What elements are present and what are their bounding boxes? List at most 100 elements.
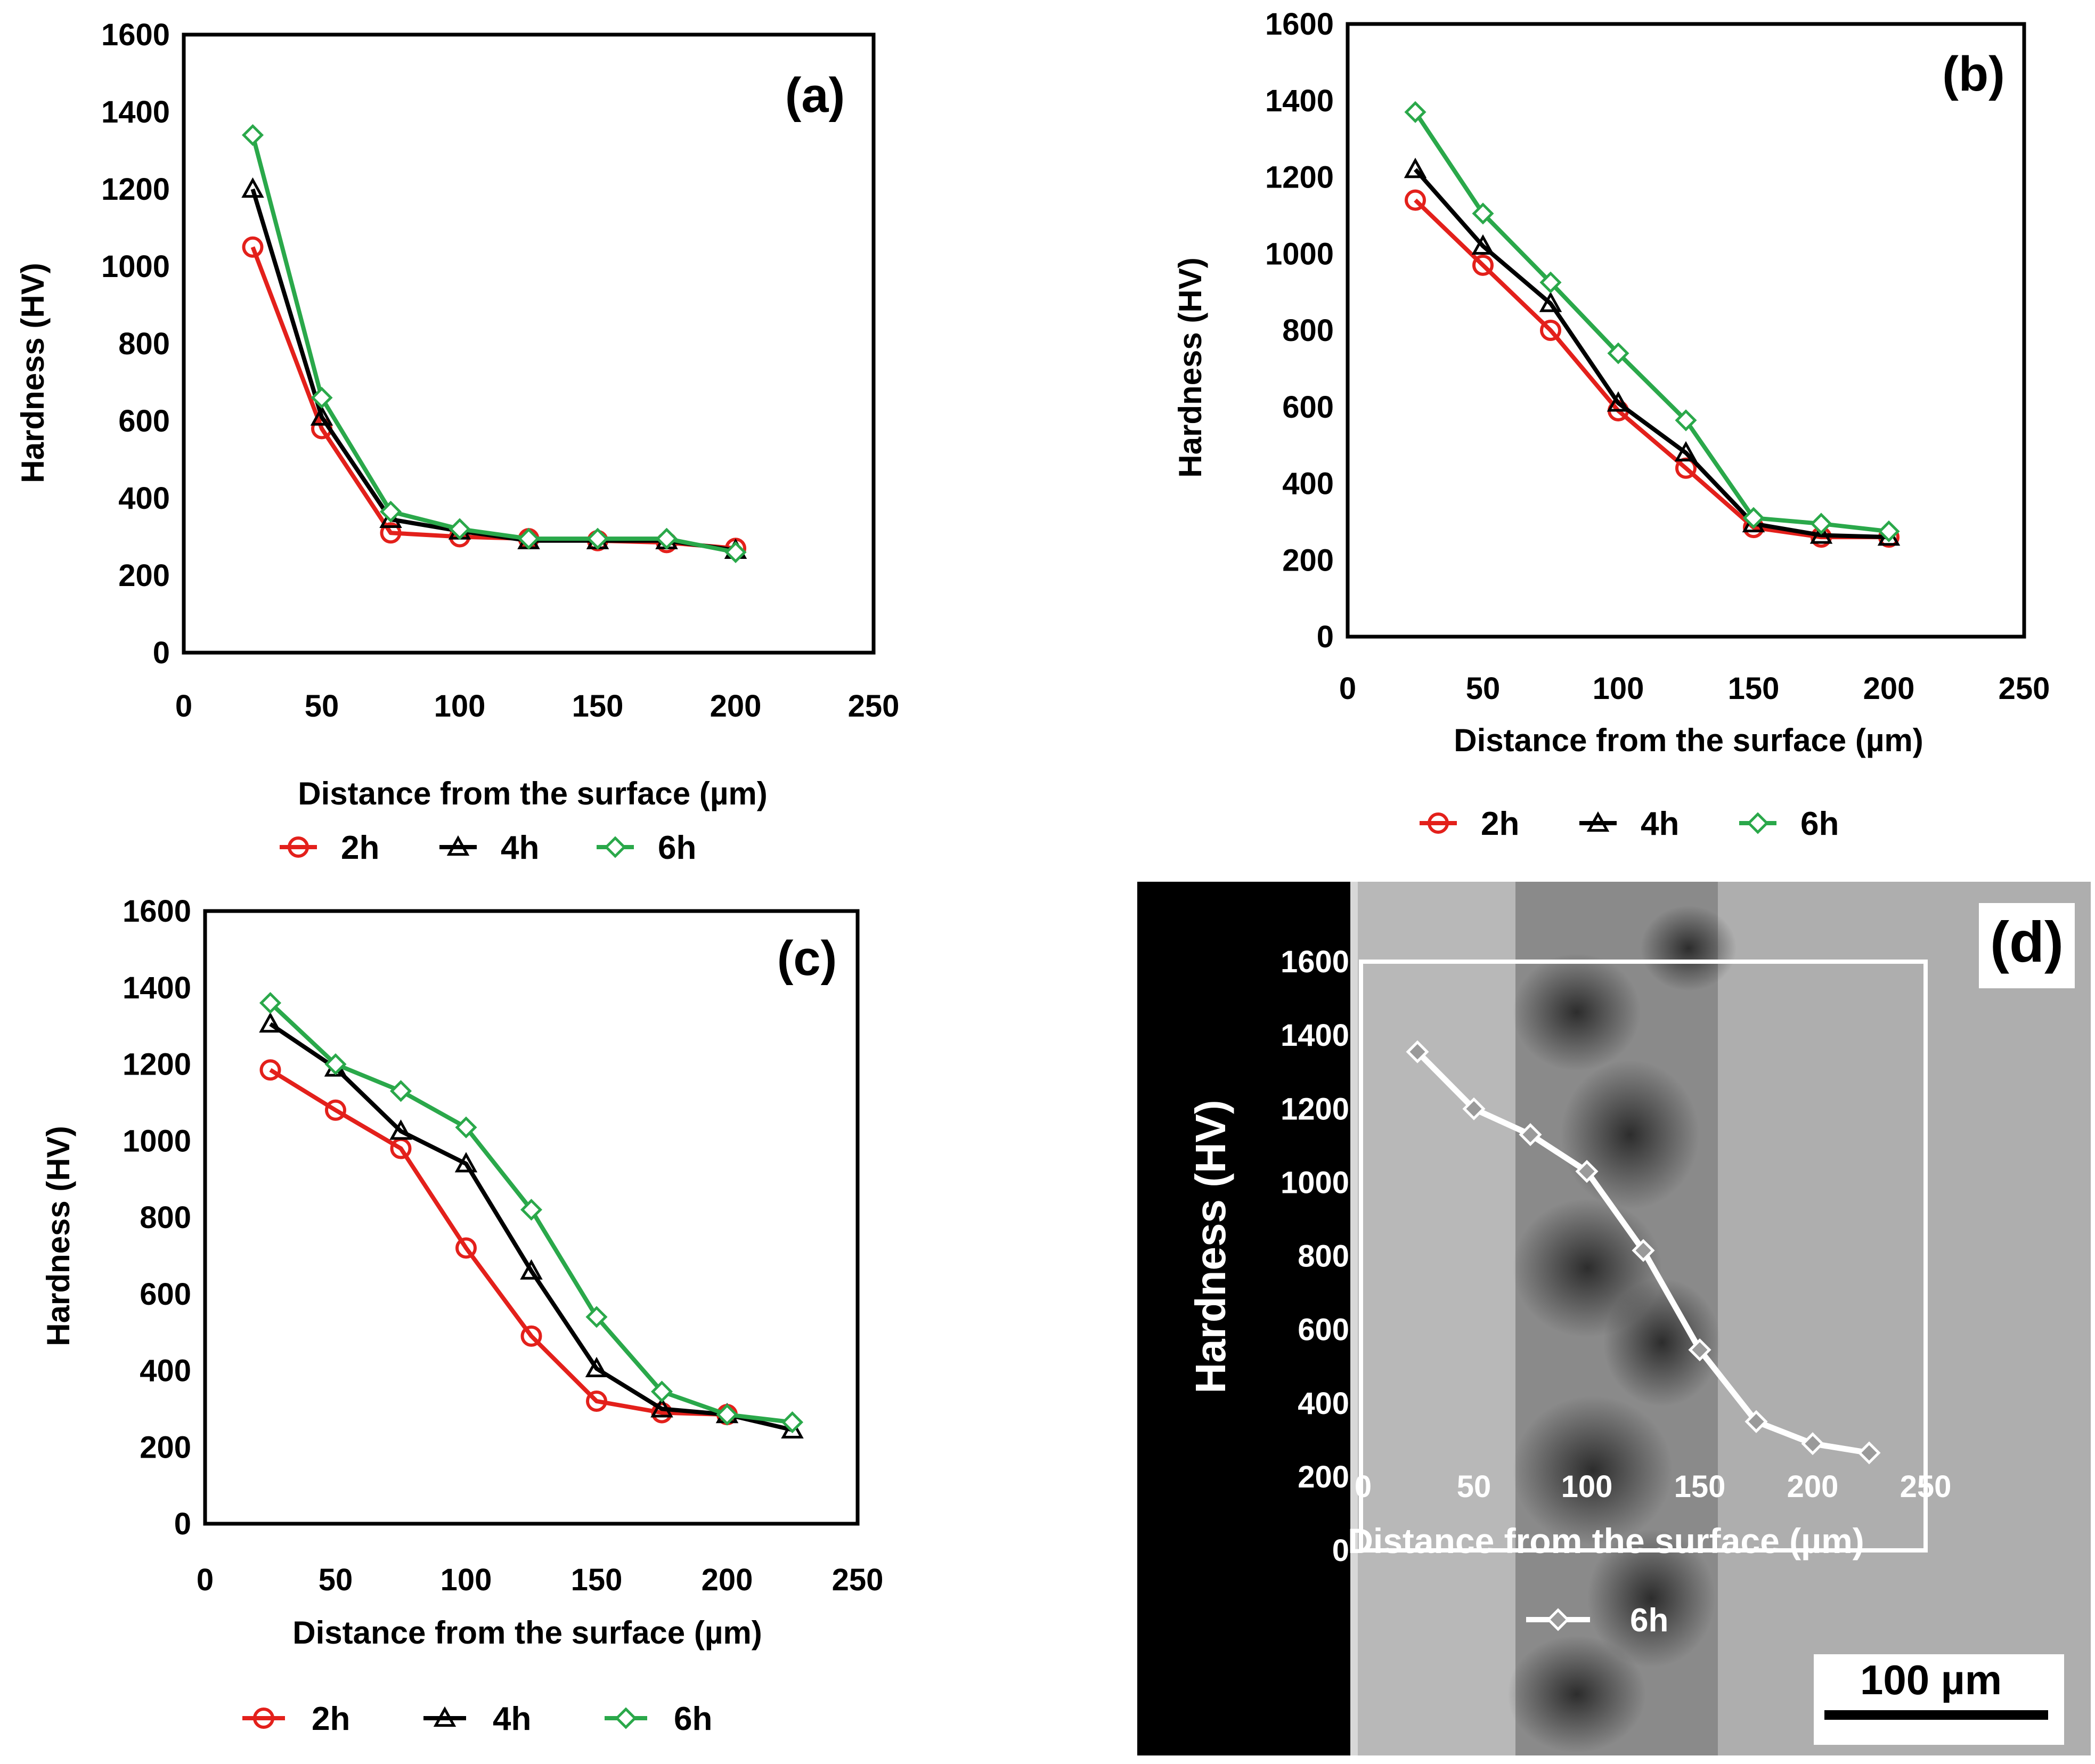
panel-c-legend: 2h 4h 6h (242, 1701, 712, 1737)
x-tick-label: 250 (1900, 1469, 1952, 1504)
plot-frame (1346, 22, 2026, 639)
y-tick-label: 800 (1298, 1239, 1349, 1274)
x-tick-label: 150 (1728, 671, 1780, 706)
legend-marker-6h (1747, 812, 1769, 834)
y-tick-label: 1000 (1265, 237, 1334, 271)
y-tick-label: 400 (1298, 1386, 1349, 1421)
y-tick-label: 1200 (1265, 160, 1334, 195)
data-point-6h (1675, 409, 1697, 432)
data-point-2h (455, 1237, 477, 1259)
data-point-2h (651, 1402, 673, 1424)
data-point-2h (520, 1325, 542, 1347)
scale-bar-label: 100 µm (1860, 1656, 2002, 1703)
panel-c: 0 200 400 600 800 1000 1200 1400 1600 0 50 100 150 20… (40, 894, 883, 1737)
data-point-4h (1404, 157, 1427, 178)
x-tick-label: 0 (197, 1563, 214, 1597)
data-point-4h (259, 1012, 282, 1033)
x-tick-label: 200 (1863, 671, 1915, 706)
data-point-6h (1539, 271, 1562, 294)
data-point-2h (259, 1059, 281, 1081)
data-point-4h (1607, 391, 1630, 412)
y-tick-label: 0 (1332, 1533, 1349, 1568)
data-point-6h (1878, 520, 1900, 542)
panel-a-ylabel: Hardness (HV) (15, 263, 51, 483)
data-point-6h (455, 1116, 477, 1139)
panel-c-label: (c) (777, 931, 837, 986)
legend-marker-4h (446, 835, 470, 856)
data-point-4h (585, 1356, 608, 1378)
data-point-6h (586, 527, 609, 550)
legend-label-2h: 2h (1481, 806, 1519, 842)
y-tick-label: 1400 (1265, 84, 1334, 118)
data-point-6h (585, 1306, 608, 1328)
data-point-6h (1688, 1338, 1711, 1362)
data-point-6h (324, 1053, 347, 1076)
legend-label-4h: 4h (501, 830, 539, 866)
panel-d-legend: 6h (1526, 1602, 1668, 1639)
y-tick-label: 0 (174, 1507, 191, 1541)
data-point-2h (1405, 189, 1426, 211)
x-tick-label: 50 (305, 689, 339, 724)
x-tick-label: 50 (1457, 1469, 1491, 1504)
panel-b-plot: 0 200 400 600 800 1000 1200 1400 1600 0 50 100 150 20… (1265, 7, 2050, 706)
y-tick-label: 1000 (123, 1124, 191, 1158)
data-point-6h (1472, 202, 1494, 225)
y-tick-label: 400 (118, 481, 170, 516)
legend-label-6h: 6h (658, 830, 696, 866)
series-line-6h (1413, 111, 1889, 534)
data-point-4h (241, 177, 264, 198)
y-tick-label: 1200 (101, 172, 170, 207)
data-point-4h (1539, 291, 1562, 312)
y-tick-label: 800 (118, 327, 170, 361)
data-point-4h (781, 1418, 804, 1439)
data-point-6h (379, 500, 402, 523)
y-tick-label: 600 (140, 1277, 191, 1312)
data-point-6h (1745, 1410, 1768, 1433)
panel-c-plot: 0 200 400 600 800 1000 1200 1400 1600 0 50 100 150 20… (123, 894, 883, 1597)
data-point-4h (379, 507, 402, 528)
data-point-2h (1540, 320, 1561, 341)
y-tick-label: 1600 (1281, 945, 1349, 979)
scale-bar: 100 µm (1814, 1654, 2064, 1745)
data-point-4h (650, 1397, 673, 1418)
legend-marker-4h (433, 1706, 457, 1727)
series-line-2h (1414, 198, 1889, 540)
data-point-6h (1462, 1097, 1486, 1120)
data-point-6h (517, 527, 540, 550)
y-tick-label: 0 (1317, 620, 1334, 654)
y-tick-label: 600 (1298, 1313, 1349, 1347)
panel-c-ylabel: Hardness (HV) (40, 1126, 76, 1346)
data-point-4h (454, 1152, 478, 1173)
x-tick-label: 150 (572, 689, 624, 724)
data-point-6h (1857, 1441, 1881, 1465)
data-point-6h (389, 1080, 412, 1102)
y-tick-label: 1400 (101, 95, 170, 129)
data-point-6h (1406, 1040, 1429, 1063)
data-point-6h (241, 124, 264, 147)
y-tick-label: 1600 (1265, 7, 1334, 42)
x-tick-label: 50 (1466, 671, 1501, 706)
data-point-6h (259, 991, 282, 1014)
data-point-6h (655, 527, 678, 550)
y-tick-label: 400 (1282, 467, 1334, 501)
series-line-4h (250, 188, 736, 552)
data-point-6h (1607, 342, 1629, 364)
data-point-6h (449, 518, 471, 540)
x-tick-label: 0 (1355, 1469, 1372, 1504)
plot-frame (182, 32, 876, 655)
panel-b-label: (b) (1942, 47, 2004, 101)
plot-frame (203, 909, 860, 1526)
legend-marker-4h (1586, 811, 1610, 832)
y-tick-label: 400 (140, 1354, 191, 1388)
data-point-2h (325, 1099, 346, 1121)
data-point-6h (1575, 1160, 1599, 1183)
panel-d-label-box (1979, 903, 2075, 988)
data-point-4h (1674, 441, 1698, 462)
data-point-6h (1519, 1123, 1542, 1147)
x-tick-label: 150 (1674, 1469, 1726, 1504)
series-line-4h (269, 1022, 793, 1432)
y-tick-label: 600 (118, 404, 170, 438)
data-point-4h (520, 1259, 543, 1280)
data-point-6h (650, 1380, 673, 1403)
